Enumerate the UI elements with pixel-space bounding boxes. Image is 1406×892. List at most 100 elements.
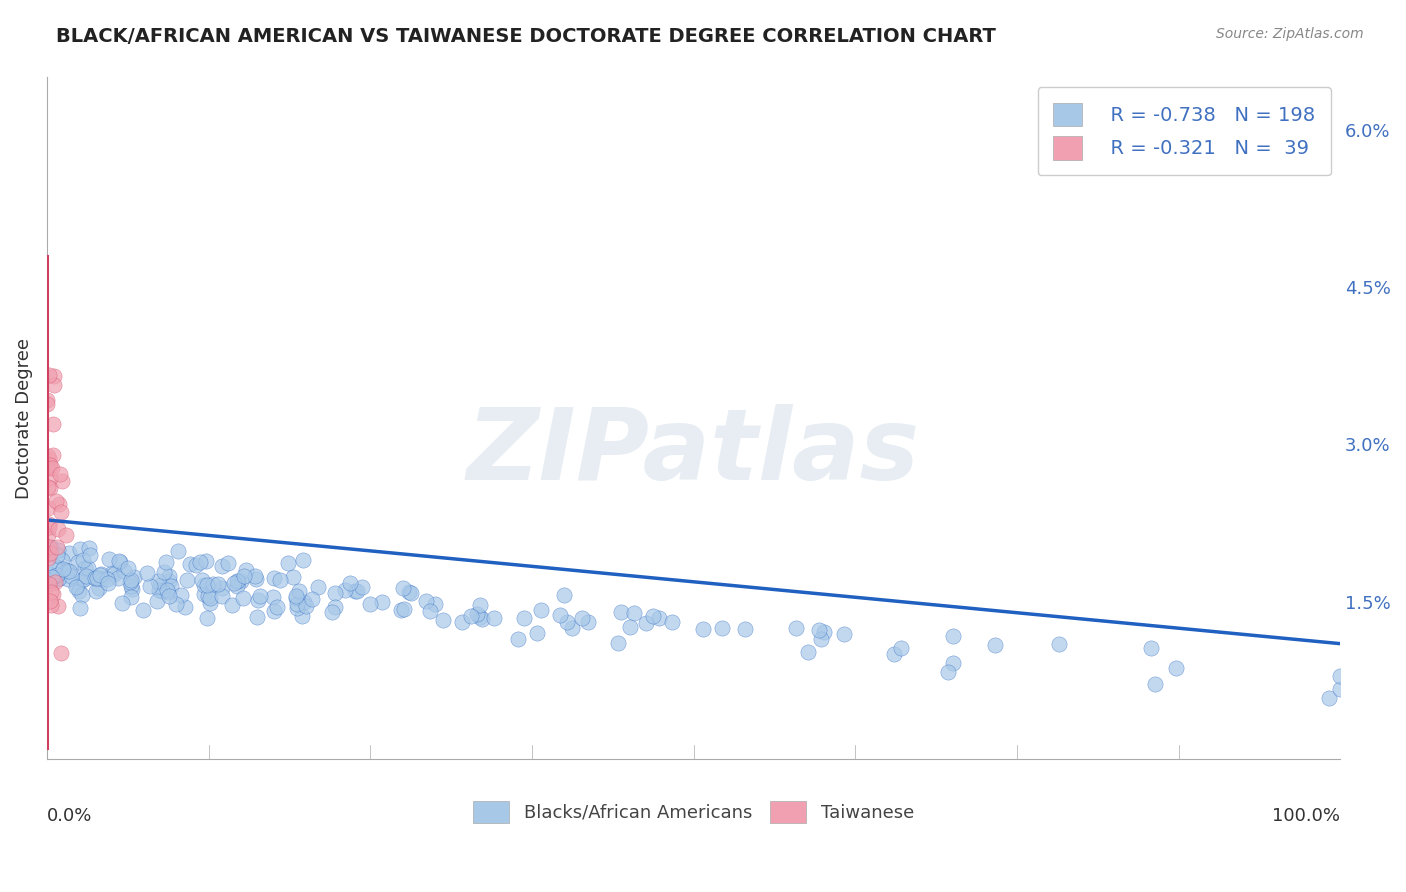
Point: [245, 610, 267, 624]
Point: [470, 598, 492, 612]
Point: [346, 584, 368, 599]
Point: [1317, 690, 1340, 705]
Point: [79, 548, 101, 562]
Point: [1329, 682, 1351, 697]
Point: [38, 451, 60, 466]
Point: [808, 624, 831, 638]
Point: [285, 601, 308, 615]
Point: [41, 570, 63, 584]
Point: [45, 548, 67, 562]
Point: [291, 609, 314, 624]
Point: [58, 546, 80, 560]
Point: [471, 612, 494, 626]
Point: [120, 590, 142, 604]
Point: [460, 608, 482, 623]
Point: [432, 613, 454, 627]
Point: [263, 571, 285, 585]
Point: [39, 594, 62, 608]
Point: [77, 561, 100, 575]
Point: [38, 481, 60, 495]
Point: [1164, 661, 1187, 675]
Point: [48, 570, 70, 584]
Point: [51, 505, 73, 519]
Point: [211, 558, 233, 573]
Point: [37, 500, 59, 515]
Point: [72, 588, 94, 602]
Point: [734, 622, 756, 636]
Point: [785, 621, 807, 635]
Point: [146, 574, 169, 588]
Point: [120, 579, 142, 593]
Point: [75, 568, 97, 582]
Point: [287, 598, 309, 612]
Point: [59, 569, 82, 583]
Point: [73, 561, 96, 575]
Point: [555, 615, 578, 630]
Point: [277, 556, 299, 570]
Point: [285, 589, 308, 603]
Point: [165, 598, 187, 612]
Point: [149, 578, 172, 592]
Point: [576, 615, 599, 630]
Point: [139, 579, 162, 593]
Point: [41, 587, 63, 601]
Point: [67, 556, 90, 570]
Point: [69, 541, 91, 556]
Point: [169, 588, 191, 602]
Point: [83, 571, 105, 585]
Point: [35, 393, 58, 408]
Point: [45, 494, 67, 508]
Point: [37, 480, 59, 494]
Point: [46, 522, 69, 536]
Point: [307, 581, 329, 595]
Point: [392, 602, 415, 616]
Point: [193, 587, 215, 601]
Point: [245, 573, 267, 587]
Point: [634, 616, 657, 631]
Point: [77, 541, 100, 555]
Point: [292, 595, 315, 609]
Point: [157, 585, 180, 599]
Point: [101, 566, 124, 580]
Point: [465, 607, 488, 622]
Point: [197, 611, 219, 625]
Point: [37, 397, 59, 411]
Point: [530, 603, 553, 617]
Text: ZIPatlas: ZIPatlas: [467, 404, 920, 500]
Text: 0.0%: 0.0%: [46, 806, 93, 825]
Point: [398, 584, 420, 599]
Point: [91, 573, 114, 587]
Point: [145, 594, 167, 608]
Point: [38, 368, 60, 383]
Point: [370, 595, 392, 609]
Point: [482, 611, 505, 625]
Text: Source: ZipAtlas.com: Source: ZipAtlas.com: [1216, 27, 1364, 41]
Point: [157, 589, 180, 603]
Point: [155, 555, 177, 569]
Point: [197, 589, 219, 603]
Point: [46, 543, 69, 558]
Point: [153, 565, 176, 579]
Point: [419, 604, 441, 618]
Point: [323, 586, 346, 600]
Text: BLACK/AFRICAN AMERICAN VS TAIWANESE DOCTORATE DEGREE CORRELATION CHART: BLACK/AFRICAN AMERICAN VS TAIWANESE DOCT…: [56, 27, 995, 45]
Point: [82, 570, 104, 584]
Point: [323, 600, 346, 615]
Point: [90, 567, 112, 582]
Point: [103, 566, 125, 581]
Point: [1047, 637, 1070, 651]
Point: [343, 583, 366, 598]
Point: [72, 552, 94, 566]
Point: [46, 572, 69, 586]
Point: [200, 591, 222, 605]
Point: [813, 624, 835, 639]
Point: [111, 596, 134, 610]
Point: [117, 561, 139, 575]
Point: [1329, 669, 1351, 683]
Point: [221, 598, 243, 612]
Point: [262, 590, 284, 604]
Point: [222, 576, 245, 591]
Point: [176, 573, 198, 587]
Point: [179, 557, 201, 571]
Point: [121, 582, 143, 597]
